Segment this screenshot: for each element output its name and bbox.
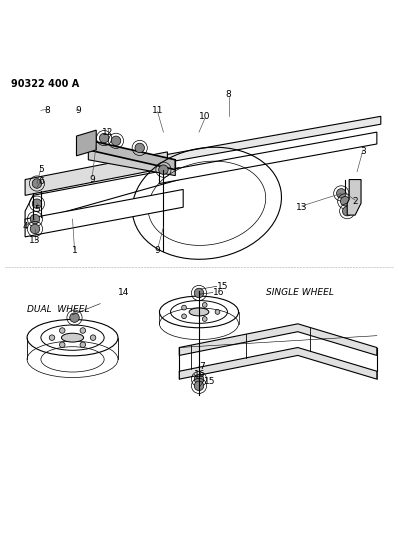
- Text: 6: 6: [38, 177, 44, 186]
- Text: 2: 2: [352, 197, 358, 206]
- Text: 90322 400 A: 90322 400 A: [11, 79, 80, 89]
- Polygon shape: [76, 130, 96, 156]
- Text: 8: 8: [226, 90, 232, 99]
- Circle shape: [30, 224, 40, 233]
- Polygon shape: [160, 132, 377, 183]
- Circle shape: [32, 199, 42, 208]
- Circle shape: [70, 313, 79, 322]
- Text: 7: 7: [199, 361, 205, 370]
- Text: 4: 4: [22, 222, 28, 231]
- Circle shape: [181, 305, 186, 310]
- Circle shape: [215, 310, 220, 314]
- Circle shape: [194, 381, 204, 391]
- Circle shape: [159, 165, 168, 174]
- Polygon shape: [88, 144, 175, 175]
- Circle shape: [80, 328, 86, 333]
- Circle shape: [194, 288, 204, 298]
- Ellipse shape: [189, 308, 209, 316]
- Text: 1: 1: [72, 246, 77, 255]
- Circle shape: [59, 342, 65, 348]
- Text: 13: 13: [29, 236, 41, 245]
- Text: DUAL  WHEEL: DUAL WHEEL: [27, 305, 90, 314]
- Circle shape: [59, 328, 65, 333]
- Text: 8: 8: [44, 106, 50, 115]
- Circle shape: [194, 374, 204, 384]
- Polygon shape: [25, 152, 168, 196]
- Polygon shape: [347, 180, 361, 215]
- Circle shape: [135, 143, 144, 152]
- Polygon shape: [179, 348, 377, 379]
- Circle shape: [80, 342, 86, 348]
- Circle shape: [337, 189, 346, 198]
- Text: 16: 16: [194, 369, 206, 378]
- Text: 15: 15: [204, 377, 215, 385]
- Circle shape: [90, 335, 96, 341]
- Polygon shape: [88, 140, 175, 169]
- Circle shape: [32, 179, 42, 188]
- Text: 12: 12: [102, 127, 114, 136]
- Circle shape: [181, 314, 186, 319]
- Text: 5: 5: [34, 205, 40, 214]
- Text: 5: 5: [38, 165, 44, 174]
- Circle shape: [202, 303, 207, 308]
- Text: 11: 11: [152, 106, 163, 115]
- Polygon shape: [25, 189, 183, 237]
- Text: 16: 16: [213, 288, 224, 297]
- Text: 9: 9: [155, 246, 160, 255]
- Polygon shape: [25, 168, 179, 223]
- Circle shape: [342, 206, 352, 216]
- Circle shape: [49, 335, 55, 341]
- Circle shape: [100, 133, 109, 143]
- Text: 13: 13: [296, 203, 308, 212]
- Text: 10: 10: [199, 112, 211, 121]
- Circle shape: [30, 214, 40, 224]
- Ellipse shape: [61, 333, 84, 342]
- Text: 9: 9: [90, 175, 95, 184]
- Text: SINGLE WHEEL: SINGLE WHEEL: [266, 288, 334, 297]
- Polygon shape: [179, 324, 377, 356]
- Text: 15: 15: [217, 282, 228, 291]
- Polygon shape: [160, 116, 381, 164]
- Circle shape: [111, 136, 121, 146]
- Text: 14: 14: [118, 288, 130, 297]
- Text: 3: 3: [360, 148, 366, 156]
- Text: 9: 9: [76, 106, 81, 115]
- Circle shape: [202, 317, 207, 321]
- Circle shape: [341, 197, 350, 206]
